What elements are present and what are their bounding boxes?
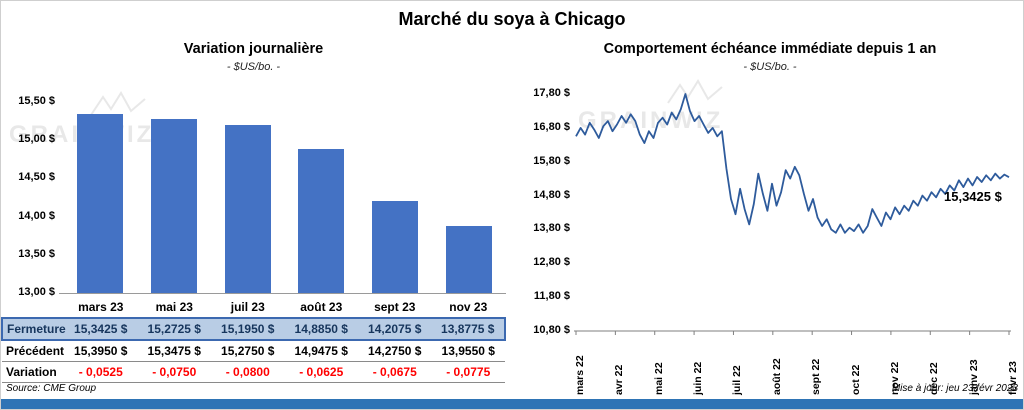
watermark-squiggle-icon: [667, 79, 723, 104]
table-cell: - 0,0800: [211, 361, 285, 383]
table-cell: 15,2750 $: [211, 340, 285, 362]
bar-y-tick-label: 13,50 $: [18, 247, 55, 260]
table-cell: 14,9475 $: [284, 340, 358, 362]
bar-y-tick-label: 14,50 $: [18, 171, 55, 184]
bar-y-tick-label: 15,00 $: [18, 133, 55, 146]
line-chart: GRAINWIZ 15,3425 $ 17,80 $16,80 $15,80 $…: [516, 79, 1023, 397]
table-cell: 15,2725 $: [137, 317, 211, 341]
bar-nov 23: [446, 225, 493, 293]
bar-chart-subtitle: - $US/bo. -: [226, 61, 281, 73]
table-row-var: Variation - 0,0525- 0,0750- 0,0800- 0,062…: [2, 361, 505, 383]
month-header: mars 23: [78, 300, 124, 314]
line-chart-title: Comportement échéance immédiate depuis 1…: [603, 41, 937, 57]
line-y-tick-label: 10,80 $: [533, 324, 570, 336]
table-cell: - 0,0750: [137, 361, 211, 383]
row-label: Variation: [2, 361, 64, 383]
bar-juil 23: [224, 125, 271, 293]
table-cell: 15,3475 $: [137, 340, 211, 362]
month-header: mai 23: [155, 300, 193, 314]
bar-mai 23: [150, 119, 197, 293]
bar-août 23: [298, 149, 345, 293]
watermark-squiggle-icon: [90, 91, 146, 116]
table-cell: - 0,0525: [64, 361, 138, 383]
price-line: [575, 93, 1010, 234]
month-header: août 23: [300, 300, 343, 314]
table-cell: - 0,0625: [284, 361, 358, 383]
row-label: Fermeture: [1, 317, 66, 341]
bar-chart: GRAINWIZ 15,50 $15,00 $14,50 $14,00 $13,…: [1, 77, 506, 299]
table-cell: 15,3425 $: [64, 317, 138, 341]
footer-accent-bar: [1, 399, 1023, 409]
table-cell: 14,8850 $: [284, 317, 358, 341]
last-price-annotation: 15,3425 $: [944, 189, 1002, 204]
bar-sept 23: [372, 200, 419, 293]
line-y-tick-label: 11,80 $: [533, 290, 570, 303]
table-corner-cell: [2, 297, 64, 318]
table-cell: 14,2075 $: [358, 317, 432, 341]
footer-source: Source: CME Group: [6, 383, 97, 394]
bar-y-tick-label: 15,50 $: [18, 95, 55, 107]
price-table-body: mars 23 mai 23 juil 23 août 23 sept 23 nov 23…: [1, 297, 506, 383]
line-y-tick-label: 13,80 $: [533, 222, 570, 235]
bar-mars 23: [76, 114, 123, 293]
month-header: juil 23: [230, 300, 265, 314]
footer: Source: CME Group Mise à jour: jeu 23 fé…: [1, 383, 1023, 397]
price-table: mars 23 mai 23 juil 23 août 23 sept 23 nov 23…: [1, 297, 506, 383]
bar-y-tick-label: 14,00 $: [18, 209, 55, 222]
table-cell: 13,9550 $: [431, 340, 505, 362]
page-title: Marché du soya à Chicago: [398, 9, 626, 29]
footer-updated: Mise à jour: jeu 23 févr 2023: [891, 383, 1018, 394]
bar-y-tick-label: 13,00 $: [18, 286, 55, 298]
table-header-row: mars 23 mai 23 juil 23 août 23 sept 23 nov 23: [2, 297, 505, 318]
table-row-close: Fermeture 15,3425 $15,2725 $15,1950 $14,8…: [1, 317, 506, 341]
line-y-tick-label: 12,80 $: [533, 256, 570, 269]
month-header: nov 23: [449, 300, 488, 314]
month-header: sept 23: [374, 300, 416, 314]
table-cell: - 0,0675: [358, 361, 432, 383]
table-cell: 13,8775 $: [431, 317, 506, 341]
price-line-plot: [574, 93, 1011, 335]
bar-chart-title: Variation journalière: [183, 41, 324, 57]
line-chart-subtitle: - $US/bo. -: [743, 61, 797, 73]
table-cell: 15,1950 $: [211, 317, 285, 341]
row-label: Précédent: [2, 340, 64, 362]
line-y-tick-label: 17,80 $: [533, 87, 570, 99]
bar-x-axis-line: [59, 293, 506, 294]
line-y-tick-label: 14,80 $: [533, 188, 570, 201]
line-y-tick-label: 16,80 $: [533, 120, 570, 133]
table-cell: - 0,0775: [431, 361, 505, 383]
table-cell: 14,2750 $: [358, 340, 432, 362]
table-row-prev: Précédent 15,3950 $15,3475 $15,2750 $14,9…: [2, 340, 505, 362]
table-cell: 15,3950 $: [64, 340, 138, 362]
line-y-tick-label: 15,80 $: [533, 154, 570, 167]
